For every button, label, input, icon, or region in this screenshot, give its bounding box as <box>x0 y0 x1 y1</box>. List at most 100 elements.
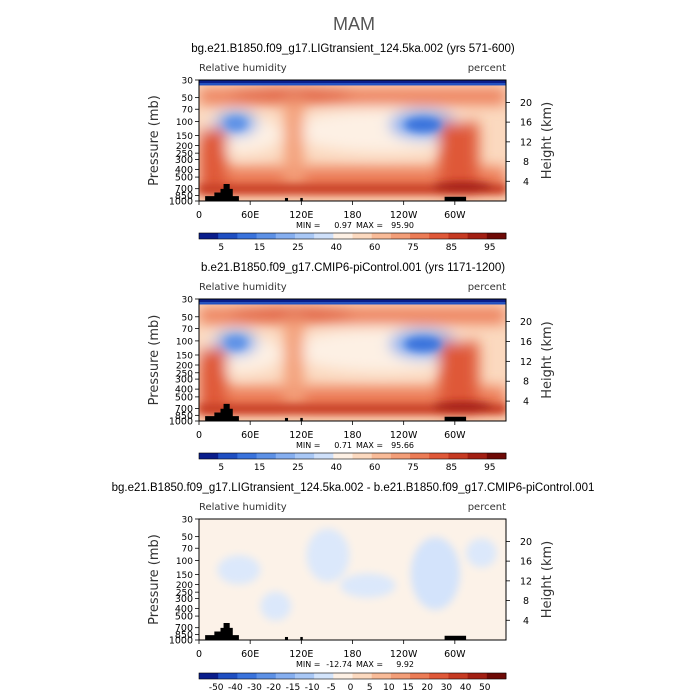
colorbar-swatch <box>199 453 219 459</box>
colorbar-swatch <box>410 233 430 239</box>
colorbar <box>198 452 507 460</box>
units-label: percent <box>468 63 506 74</box>
y-axis-title: Pressure (mb) <box>147 315 162 406</box>
y-tick-label: 850 <box>175 411 193 422</box>
colorbar-label: -50 <box>209 683 224 693</box>
x-tick-label: 180 <box>343 210 361 221</box>
y-tick-label: 1000 <box>169 417 193 428</box>
x-tick-label: 60W <box>444 430 466 441</box>
field-upper-core <box>229 306 353 321</box>
min-value: -12.74 <box>326 660 352 669</box>
y-tick-label: 200 <box>176 362 193 372</box>
y-tick-label: 30 <box>182 296 194 306</box>
colorbar-label: -20 <box>266 683 281 693</box>
max-value: 95.90 <box>391 221 414 230</box>
x-tick-label: 120W <box>390 649 418 660</box>
colorbar-label: 5 <box>218 463 224 473</box>
colorbar-swatch <box>371 453 392 459</box>
colorbar-swatch <box>218 453 238 459</box>
colorbar-swatch <box>352 673 373 679</box>
colorbar-label: 25 <box>292 243 303 253</box>
topography-small-1 <box>284 197 289 201</box>
x-tick-label: 0 <box>196 649 202 660</box>
x-tick-label: 60E <box>241 649 259 660</box>
y-right-tick-label: 8 <box>523 596 529 607</box>
colorbar-swatch <box>352 453 373 459</box>
y-tick-label: 700 <box>175 404 193 415</box>
field-dry-west-core <box>225 116 247 131</box>
colorbar-swatch <box>467 453 488 459</box>
colorbar-swatch <box>218 233 238 239</box>
y-axis-title: Pressure (mb) <box>147 534 162 625</box>
colorbar-swatch <box>218 673 238 679</box>
field-bl-core <box>432 181 494 192</box>
colorbar-swatch <box>314 453 334 459</box>
y-right-tick-label: 20 <box>520 317 532 328</box>
colorbar-label: -15 <box>286 683 301 693</box>
panel-title: bg.e21.B1850.f09_g17.LIGtransient_124.5k… <box>112 482 595 494</box>
topography-tibet <box>205 184 239 201</box>
colorbar-swatch <box>371 673 392 679</box>
colorbar-label: 30 <box>441 683 453 693</box>
colorbar-label: 20 <box>422 683 434 693</box>
figure-title: MAM <box>333 14 375 34</box>
y-tick-label: 70 <box>182 325 194 335</box>
y-tick-label: 300 <box>175 155 193 166</box>
y-right-tick-label: 16 <box>520 557 532 568</box>
colorbar-swatch <box>294 233 315 239</box>
field-boundary-layer <box>199 184 506 194</box>
max-label: MAX = <box>356 221 383 230</box>
colorbar-swatch <box>486 453 507 459</box>
colorbar-label: 95 <box>484 463 495 473</box>
colorbar-label: 95 <box>484 243 495 253</box>
field-stratosphere-edge <box>199 302 506 305</box>
colorbar-label: 0 <box>348 683 354 693</box>
field-neg-1 <box>217 555 261 585</box>
y-right-tick-label: 12 <box>520 137 532 148</box>
y-tick-label: 30 <box>182 516 194 526</box>
topography-small-2 <box>300 636 303 640</box>
y-tick-label: 850 <box>175 630 193 641</box>
colorbar-label: 25 <box>292 463 303 473</box>
colorbar-swatch <box>429 453 449 459</box>
units-label: percent <box>468 502 506 513</box>
colorbar-label: 60 <box>369 463 381 473</box>
colorbar-label: 15 <box>402 683 413 693</box>
y-right-tick-label: 8 <box>523 157 529 168</box>
y-right-axis-title: Height (km) <box>540 541 555 618</box>
y-tick-label: 250 <box>176 150 193 160</box>
field-columns <box>284 98 304 189</box>
x-tick-label: 180 <box>343 649 361 660</box>
colorbar-swatch <box>486 673 507 679</box>
y-tick-label: 70 <box>182 545 194 555</box>
y-right-axis-title: Height (km) <box>540 321 555 398</box>
colorbar-swatch <box>275 233 296 239</box>
y-tick-label: 400 <box>175 385 193 396</box>
colorbar-label: 85 <box>446 243 457 253</box>
field-columns <box>284 317 304 409</box>
y-tick-label: 150 <box>176 132 193 142</box>
colorbar-swatch <box>429 233 449 239</box>
y-right-tick-label: 20 <box>520 98 532 109</box>
colorbar-swatch <box>333 673 353 679</box>
y-right-tick-label: 12 <box>520 357 532 368</box>
y-right-tick-label: 16 <box>520 118 532 129</box>
topography-small-2 <box>300 417 303 421</box>
colorbar-swatch <box>448 673 469 679</box>
x-tick-label: 0 <box>196 430 202 441</box>
colorbar-swatch <box>237 673 257 679</box>
x-tick-label: 60W <box>444 649 466 660</box>
y-tick-label: 150 <box>176 351 193 361</box>
y-right-axis-title: Height (km) <box>540 102 555 179</box>
x-tick-label: 120W <box>390 210 418 221</box>
colorbar-swatch <box>390 453 411 459</box>
colorbar-swatch <box>390 673 411 679</box>
heatmap-field <box>199 519 506 640</box>
panel-title: b.e21.B1850.f09_g17.CMIP6-piControl.001 … <box>201 262 505 274</box>
colorbar-swatch <box>352 233 373 239</box>
y-right-tick-label: 20 <box>520 537 532 548</box>
colorbar-swatch <box>314 673 334 679</box>
x-tick-label: 60E <box>241 430 259 441</box>
colorbar-label: -5 <box>327 683 336 693</box>
colorbar-label: 10 <box>383 683 395 693</box>
